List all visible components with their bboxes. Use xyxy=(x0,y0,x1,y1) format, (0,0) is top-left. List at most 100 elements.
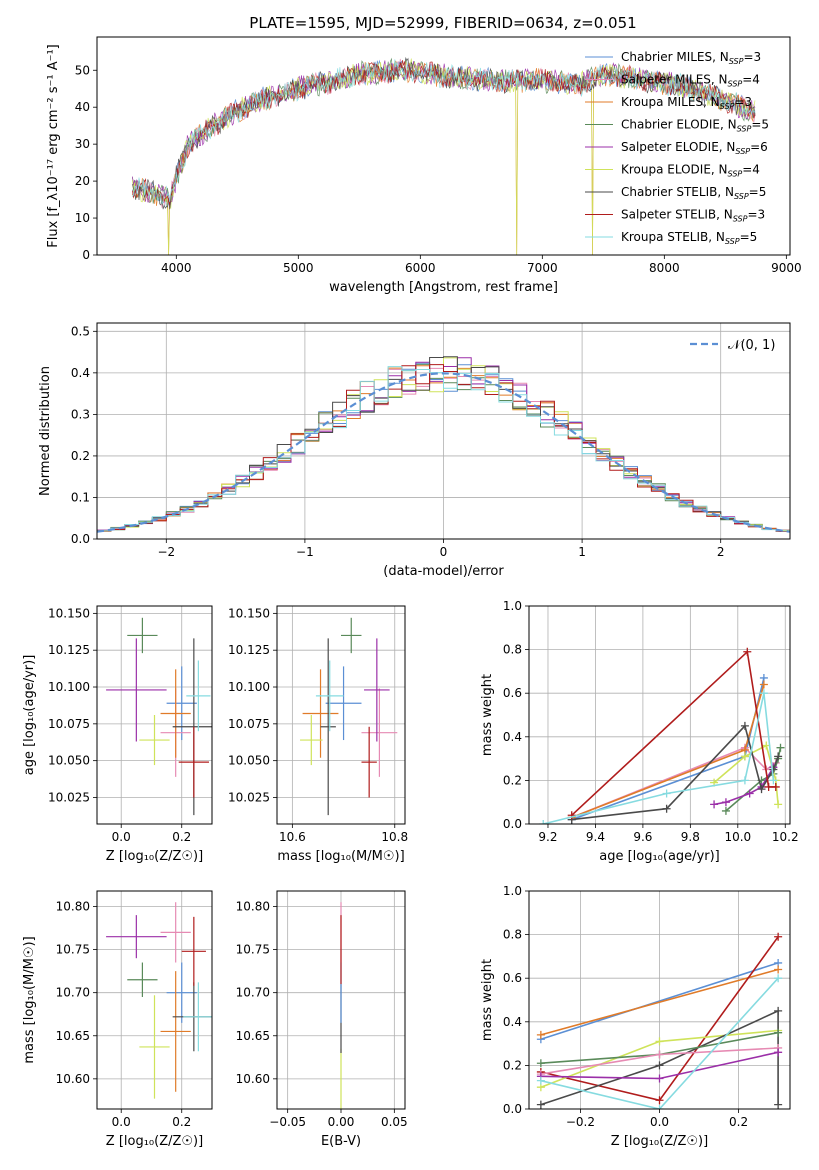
y-tick-label: 0.0 xyxy=(71,532,90,546)
weight-line-kroupa-miles xyxy=(540,968,779,1036)
x-axis-label: E(B-V) xyxy=(321,1134,361,1149)
y-tick-label: 0.2 xyxy=(503,1058,522,1072)
y-tick-label: 20 xyxy=(75,174,90,188)
weight-line-salpeter-stelib xyxy=(571,650,776,816)
legend-label-sub: SSP xyxy=(729,57,744,66)
weight-line-salpeter-miles xyxy=(571,746,777,819)
legend-label-sub: SSP xyxy=(733,215,748,224)
weight-marker xyxy=(774,800,783,809)
y-axis-label: Flux [f_λ10⁻¹⁷ erg cm⁻² s⁻¹ A⁻¹] xyxy=(46,44,61,248)
weight-marker xyxy=(740,776,749,785)
weight-marker xyxy=(774,974,783,983)
legend-label-suffix: =6 xyxy=(750,140,768,154)
y-tick-label: 10.65 xyxy=(56,1029,90,1043)
x-tick-label: −1 xyxy=(296,545,314,559)
x-tick-label: 6000 xyxy=(405,261,436,275)
y-tick-label: 0.5 xyxy=(71,324,90,338)
y-tick-label: 0.3 xyxy=(71,407,90,421)
weight-marker xyxy=(740,721,749,730)
y-tick-label: 50 xyxy=(75,63,90,77)
legend-label-suffix: =4 xyxy=(742,73,760,87)
axes-frame xyxy=(276,605,406,825)
y-tick-label: 10.100 xyxy=(48,680,90,694)
weight-marker xyxy=(769,765,778,774)
weight-marker xyxy=(662,789,671,798)
x-axis-label: mass [log₁₀(M/M☉)] xyxy=(277,849,404,864)
legend-label-sub: SSP xyxy=(737,125,752,134)
weight-marker xyxy=(721,798,730,807)
legend-label-suffix: =4 xyxy=(742,163,760,177)
x-tick-label: 10.0 xyxy=(724,830,751,844)
x-axis-label: Z [log₁₀(Z/Z☉)] xyxy=(106,849,203,864)
panel-weight-vs-age: 9.2 9.4 9.6 9.8 10.0 10.2 0.0 0.2 0.4 0.6 0.8 1.0 ag… xyxy=(480,599,799,864)
axes-frame xyxy=(96,36,791,256)
weight-marker xyxy=(539,820,548,824)
axes-frame xyxy=(96,890,213,1110)
weight-marker xyxy=(743,647,752,656)
weight-marker xyxy=(662,804,671,813)
y-tick-label: 0.4 xyxy=(503,1015,522,1029)
legend-label-suffix: =5 xyxy=(751,118,769,132)
weight-marker xyxy=(710,800,719,809)
y-tick-label: 10.025 xyxy=(48,790,90,804)
axes-frame xyxy=(528,605,791,825)
y-tick-label: 10.75 xyxy=(236,943,270,957)
panel-spectrum: 4000 5000 6000 7000 8000 9000 0 10 20 30 40 50 wavel… xyxy=(46,36,802,295)
y-tick-label: 0.8 xyxy=(503,643,522,657)
legend-label-sub: SSP xyxy=(720,102,735,111)
x-tick-label: 0.0 xyxy=(112,1115,131,1129)
y-tick-label: 10 xyxy=(75,211,90,225)
x-tick-label: −2 xyxy=(157,545,175,559)
weight-marker xyxy=(757,785,766,794)
y-axis-label: age [log₁₀(age/yr)] xyxy=(22,655,37,776)
y-tick-label: 0.2 xyxy=(503,773,522,787)
y-tick-label: 0.2 xyxy=(71,449,90,463)
x-tick-label: 2 xyxy=(717,545,725,559)
legend-label-main: Kroupa ELODIE, N xyxy=(621,163,728,177)
x-tick-label: 0.05 xyxy=(381,1115,408,1129)
legend-label-sub: SSP xyxy=(725,237,740,246)
plot-area xyxy=(539,647,785,824)
x-tick-label: 0.0 xyxy=(112,830,131,844)
plot-area xyxy=(536,932,783,1109)
weight-marker xyxy=(774,965,783,974)
x-tick-label: −0.2 xyxy=(566,1115,595,1129)
weight-marker xyxy=(536,1076,545,1085)
x-axis-label: Z [log₁₀(Z/Z☉)] xyxy=(611,1134,708,1149)
y-tick-label: 10.70 xyxy=(236,986,270,1000)
histogram-salpeter-stelib xyxy=(97,364,790,534)
weight-marker xyxy=(769,776,778,785)
weight-marker xyxy=(567,811,576,820)
legend-label-suffix: =5 xyxy=(749,185,767,199)
legend-label: Kroupa ELODIE, NSSP=4 xyxy=(621,163,760,179)
weight-marker xyxy=(536,1059,545,1068)
axes-frame xyxy=(96,605,213,825)
spectrum-line-chabrier-stelib xyxy=(132,56,756,210)
axes-frame xyxy=(96,322,791,540)
legend-label-main: Chabrier MILES, N xyxy=(621,50,729,64)
weight-marker xyxy=(771,782,780,791)
weight-marker xyxy=(774,932,783,941)
x-tick-label: 0 xyxy=(440,545,448,559)
legend-label-main: Chabrier ELODIE, N xyxy=(621,118,737,132)
y-tick-label: 0.0 xyxy=(503,1102,522,1116)
y-axis-label: Normed distribution xyxy=(38,366,53,496)
x-tick-label: 9.6 xyxy=(633,830,652,844)
weight-line-chabrier-stelib xyxy=(571,724,779,821)
plot-area xyxy=(300,617,398,816)
x-tick-label: 0.00 xyxy=(328,1115,355,1129)
x-tick-label: 9000 xyxy=(771,261,802,275)
weight-marker xyxy=(745,789,754,798)
y-tick-label: 10.150 xyxy=(228,606,270,620)
legend-label: 𝒩(0, 1) xyxy=(728,338,775,353)
panel-age-vs-Z: 0.0 0.2 10.025 10.050 10.075 10.100 10.125 10.1… xyxy=(22,605,213,864)
legend-label-suffix: =3 xyxy=(734,95,752,109)
weight-marker xyxy=(774,1028,783,1037)
legend-label: Chabrier ELODIE, NSSP=5 xyxy=(621,118,769,134)
x-tick-label: 10.8 xyxy=(381,830,408,844)
legend-label: Salpeter MILES, NSSP=4 xyxy=(621,73,760,89)
y-tick-label: 10.025 xyxy=(228,790,270,804)
y-tick-label: 0 xyxy=(82,248,90,262)
spectrum-line-kroupa-stelib xyxy=(132,59,756,205)
